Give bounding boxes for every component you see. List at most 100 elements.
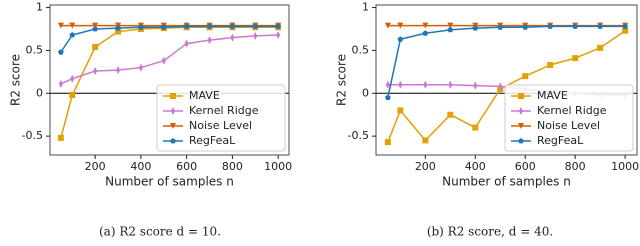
- data-point: [69, 22, 76, 29]
- data-point: [92, 44, 99, 50]
- data-point: [422, 22, 429, 29]
- y-axis-label: R2 score: [335, 54, 349, 106]
- data-point: [57, 134, 64, 141]
- y-tick-label: -0.5: [348, 129, 369, 142]
- data-point: [276, 31, 281, 39]
- caption: (a) R2 score d = 10.: [99, 225, 221, 239]
- data-point: [597, 44, 604, 51]
- data-point: [184, 39, 189, 48]
- data-point: [397, 36, 404, 42]
- y-axis-label: R2 score: [9, 54, 23, 106]
- data-point: [161, 56, 166, 65]
- data-point: [275, 23, 281, 29]
- x-tick-label: 200: [415, 160, 436, 173]
- data-point: [138, 63, 144, 72]
- legend-marker: [170, 123, 176, 129]
- data-point: [160, 24, 167, 30]
- data-point: [115, 28, 122, 35]
- data-point: [385, 94, 391, 100]
- caption: (b) R2 score, d = 40.: [427, 225, 553, 239]
- legend-label: Kernel Ridge: [537, 104, 607, 117]
- x-axis-label: Number of samples n: [442, 175, 571, 189]
- x-tick-label: 200: [85, 160, 106, 173]
- data-point: [252, 23, 259, 29]
- data-point: [138, 24, 144, 30]
- legend-box: [504, 84, 634, 152]
- x-tick-label: 600: [176, 160, 197, 173]
- data-point: [498, 82, 503, 91]
- legend-marker: [170, 138, 176, 144]
- data-point: [58, 49, 64, 55]
- data-point: [69, 32, 76, 38]
- series-line: [60, 34, 279, 85]
- legend-label: RegFeaL: [537, 134, 584, 147]
- plot-frame: [49, 4, 290, 156]
- data-point: [253, 31, 258, 40]
- x-tick-label: 400: [465, 160, 486, 173]
- x-tick-label: 400: [130, 160, 151, 173]
- data-point: [230, 33, 235, 42]
- data-point: [69, 92, 76, 98]
- legend-box: [156, 84, 286, 152]
- data-point: [183, 23, 190, 29]
- data-point: [70, 74, 75, 83]
- y-tick-label: 0.5: [352, 43, 370, 56]
- legend-label: RegFeaL: [189, 134, 236, 147]
- data-point: [115, 25, 121, 31]
- x-tick-label: 1000: [611, 160, 639, 173]
- data-point: [572, 23, 579, 29]
- x-tick-label: 600: [515, 160, 536, 173]
- data-point: [115, 66, 121, 75]
- data-point: [398, 80, 403, 89]
- legend-label: Kernel Ridge: [189, 104, 259, 117]
- data-point: [448, 80, 453, 89]
- y-tick-label: 0.5: [26, 43, 44, 56]
- y-tick-label: -0.5: [22, 129, 43, 142]
- data-point: [547, 23, 554, 29]
- y-tick-label: 0: [36, 86, 43, 99]
- legend-marker: [170, 107, 176, 115]
- y-tick-label: 0: [362, 86, 369, 99]
- x-axis-label: Number of samples n: [105, 175, 234, 189]
- data-point: [447, 26, 454, 33]
- legend-label: Noise Level: [189, 119, 252, 132]
- data-point: [447, 22, 454, 29]
- data-point: [472, 124, 479, 131]
- plot-frame: [375, 4, 638, 156]
- data-point: [384, 139, 391, 146]
- legend-marker: [518, 93, 524, 99]
- data-point: [472, 25, 479, 31]
- legend-marker: [518, 123, 524, 129]
- legend-label: MAVE: [189, 89, 220, 102]
- data-point: [93, 67, 98, 75]
- data-point: [622, 23, 628, 29]
- y-tick-label: 1: [362, 1, 369, 14]
- x-tick-label: 800: [222, 160, 243, 173]
- data-point: [422, 137, 429, 144]
- data-point: [384, 22, 391, 29]
- data-point: [385, 80, 390, 89]
- data-point: [92, 26, 99, 32]
- data-point: [57, 22, 64, 29]
- data-point: [206, 23, 213, 29]
- legend-marker: [518, 107, 524, 115]
- data-point: [397, 107, 404, 114]
- data-point: [497, 24, 504, 30]
- legend-marker: [170, 93, 176, 99]
- legend-label: MAVE: [537, 89, 568, 102]
- legend-marker: [518, 138, 524, 144]
- data-point: [58, 79, 63, 88]
- x-tick-label: 1000: [264, 160, 292, 173]
- y-tick-label: 1: [36, 1, 43, 14]
- data-point: [622, 27, 629, 34]
- data-point: [423, 80, 428, 89]
- data-point: [92, 22, 99, 29]
- data-point: [422, 30, 429, 36]
- data-point: [229, 23, 236, 29]
- x-tick-label: 800: [565, 160, 586, 173]
- data-point: [473, 81, 478, 90]
- data-point: [447, 111, 454, 118]
- data-point: [572, 55, 579, 62]
- data-point: [597, 23, 604, 29]
